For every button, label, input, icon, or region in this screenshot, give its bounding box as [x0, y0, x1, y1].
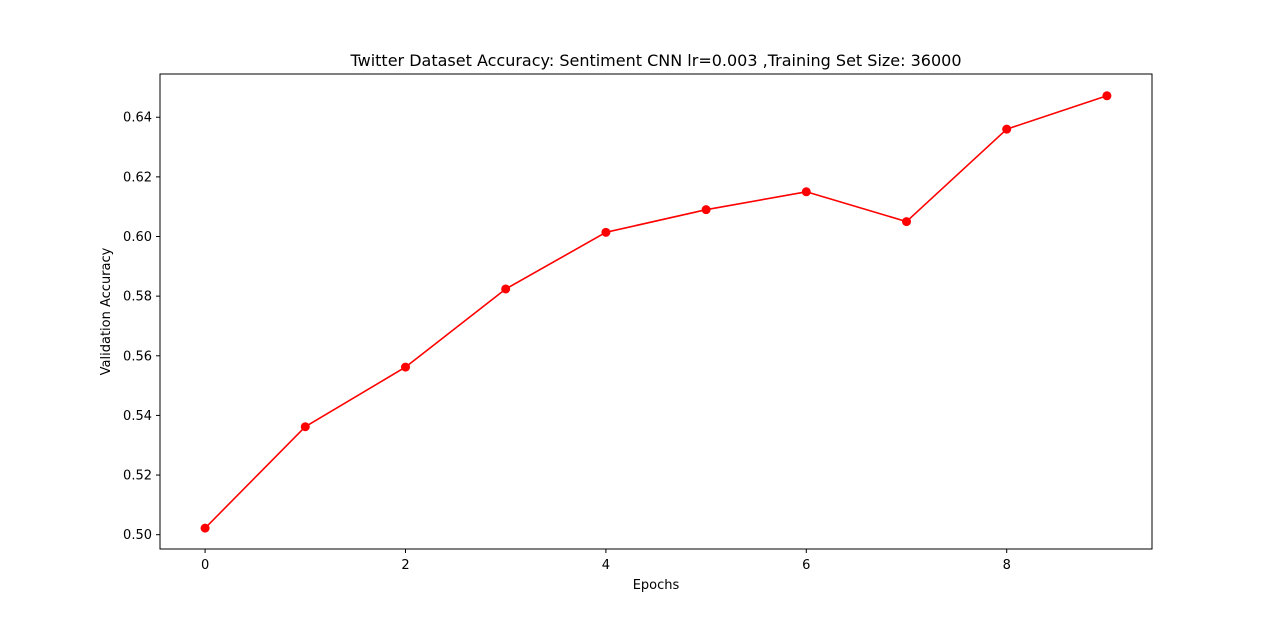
data-point	[801, 187, 811, 197]
y-tick-label: 0.54	[123, 409, 152, 424]
y-tick-label: 0.64	[123, 111, 152, 126]
x-tick-label: 6	[802, 558, 810, 573]
x-axis: 0 2 4 6 8	[201, 549, 1011, 573]
series-line	[204, 95, 1108, 529]
data-point	[501, 284, 511, 294]
y-tick-label: 0.56	[123, 349, 152, 364]
data-point	[1002, 124, 1012, 134]
y-axis-label: Validation Accuracy	[99, 247, 114, 375]
data-point	[902, 217, 912, 227]
x-tick-label: 2	[401, 558, 409, 573]
y-tick-label: 0.50	[123, 528, 152, 543]
y-tick-label: 0.58	[123, 290, 152, 305]
data-point	[1102, 91, 1112, 101]
y-tick-label: 0.60	[123, 230, 152, 245]
x-tick-label: 0	[201, 558, 209, 573]
plot-frame	[159, 73, 1153, 550]
data-point	[701, 205, 711, 215]
x-tick-label: 8	[1003, 558, 1011, 573]
x-axis-label: Epochs	[633, 578, 680, 593]
data-point	[300, 422, 310, 432]
y-tick-label: 0.52	[123, 469, 152, 484]
data-point	[400, 362, 410, 372]
data-point	[601, 227, 611, 237]
x-tick-label: 4	[602, 558, 610, 573]
data-point	[200, 523, 210, 533]
series-layer	[200, 91, 1112, 533]
chart-title: Twitter Dataset Accuracy: Sentiment CNN …	[350, 51, 962, 70]
y-axis: 0.50 0.52 0.54 0.56 0.58 0.60 0.62 0.64	[123, 111, 160, 543]
y-tick-label: 0.62	[123, 170, 152, 185]
